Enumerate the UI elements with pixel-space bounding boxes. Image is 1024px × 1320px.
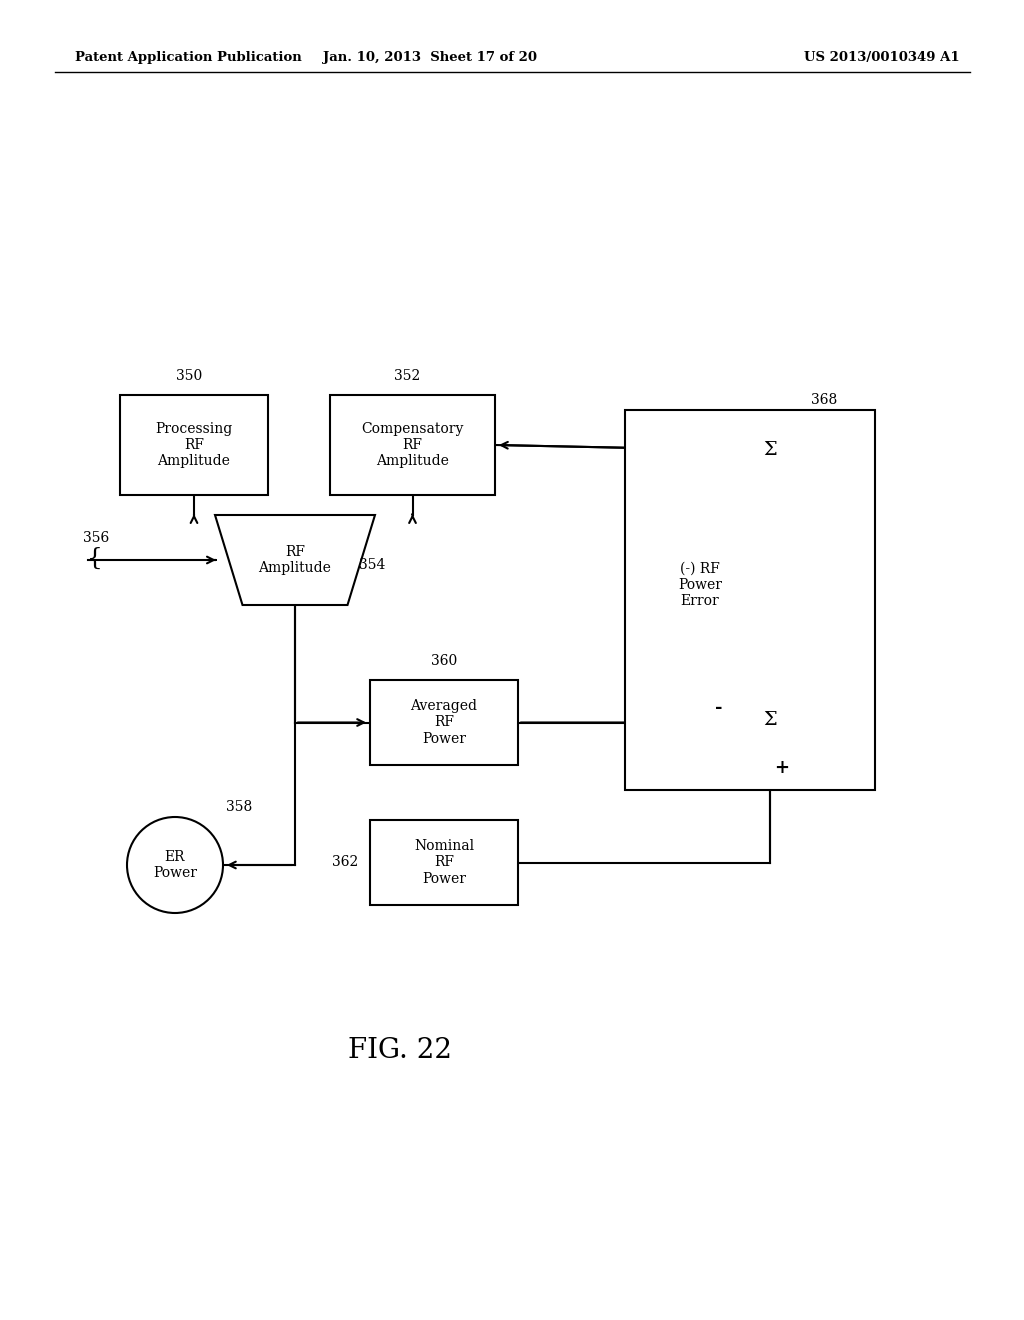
Text: Patent Application Publication: Patent Application Publication <box>75 51 302 65</box>
Circle shape <box>732 412 808 488</box>
Text: 354: 354 <box>359 558 386 572</box>
Text: Nominal
RF
Power: Nominal RF Power <box>414 840 474 886</box>
Text: Σ: Σ <box>763 441 777 459</box>
Text: US 2013/0010349 A1: US 2013/0010349 A1 <box>805 51 961 65</box>
Bar <box>330 395 495 495</box>
Text: (-) RF
Power
Error: (-) RF Power Error <box>678 562 722 609</box>
Text: 350: 350 <box>176 370 202 383</box>
Text: 356: 356 <box>83 531 110 545</box>
Text: 352: 352 <box>394 370 421 383</box>
Circle shape <box>127 817 223 913</box>
Text: FIG. 22: FIG. 22 <box>348 1036 452 1064</box>
Text: 358: 358 <box>226 800 252 814</box>
Text: RF
Amplitude: RF Amplitude <box>259 545 332 576</box>
Text: Averaged
RF
Power: Averaged RF Power <box>411 700 477 746</box>
Bar <box>635 531 765 640</box>
Text: 366: 366 <box>770 506 797 520</box>
Text: 362: 362 <box>332 855 358 870</box>
Text: Jan. 10, 2013  Sheet 17 of 20: Jan. 10, 2013 Sheet 17 of 20 <box>323 51 537 65</box>
Text: 364: 364 <box>811 704 838 717</box>
Text: -: - <box>715 700 723 717</box>
Text: ER
Power: ER Power <box>153 850 197 880</box>
Text: 368: 368 <box>811 393 838 407</box>
Text: Compensatory
RF
Amplitude: Compensatory RF Amplitude <box>361 422 464 469</box>
Text: Processing
RF
Amplitude: Processing RF Amplitude <box>156 422 232 469</box>
Text: +: + <box>774 759 790 777</box>
Bar <box>370 820 518 906</box>
Polygon shape <box>215 515 375 605</box>
Bar <box>120 395 268 495</box>
Text: Σ: Σ <box>763 711 777 729</box>
Text: 360: 360 <box>431 653 457 668</box>
Circle shape <box>732 682 808 758</box>
Bar <box>370 680 518 766</box>
Bar <box>625 411 874 789</box>
Text: {: { <box>87 546 103 569</box>
